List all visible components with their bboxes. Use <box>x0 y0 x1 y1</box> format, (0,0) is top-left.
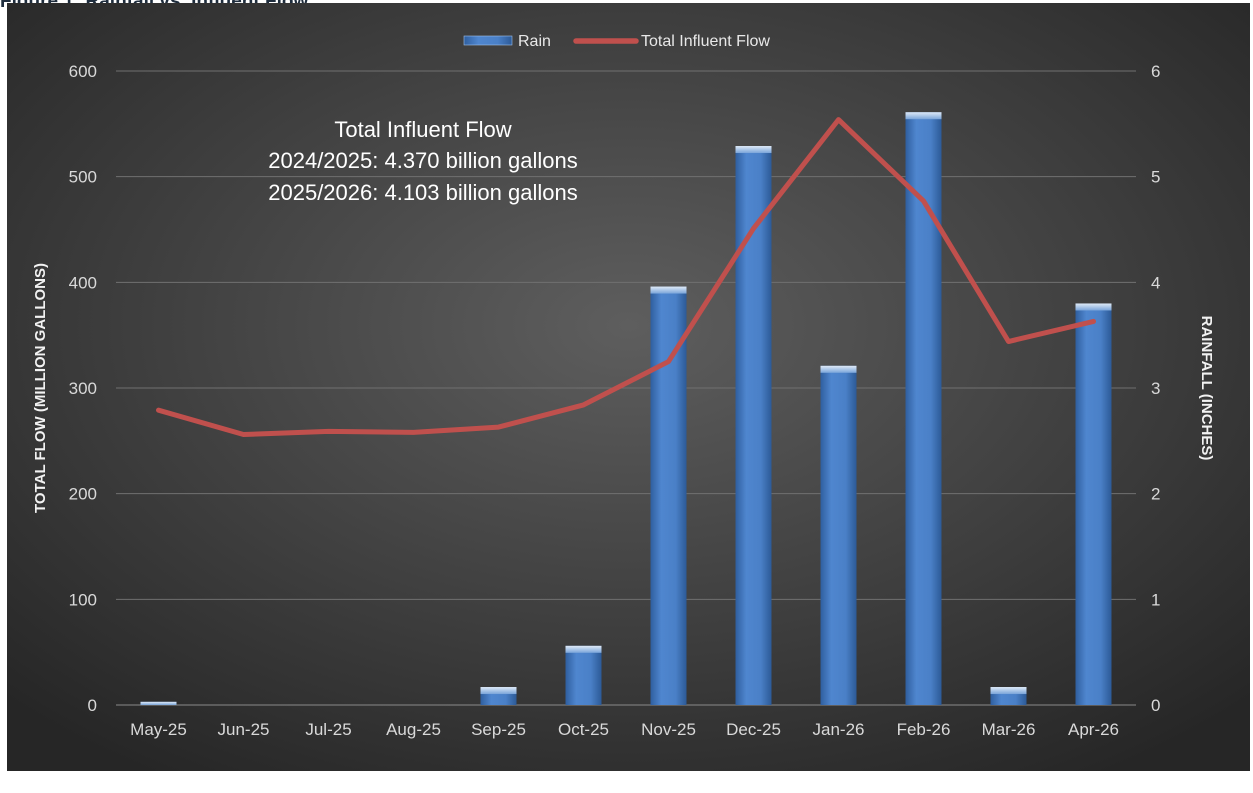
left-tick-300: 300 <box>69 379 97 398</box>
rain-bar-cap <box>140 701 177 705</box>
x-tick-mar-26: Mar-26 <box>982 720 1036 739</box>
chart-background <box>7 3 1250 771</box>
left-axis-ticks: 0 100 200 300 400 500 600 <box>69 62 97 715</box>
left-tick-400: 400 <box>69 273 97 292</box>
x-tick-nov-25: Nov-25 <box>641 720 696 739</box>
left-tick-500: 500 <box>69 168 97 187</box>
x-tick-feb-26: Feb-26 <box>897 720 951 739</box>
x-tick-jul-25: Jul-25 <box>305 720 351 739</box>
x-tick-apr-26: Apr-26 <box>1068 720 1119 739</box>
right-axis-title: RAINFALL (INCHES) <box>1198 316 1215 461</box>
rain-bar-dec-25 <box>735 146 772 706</box>
gridlines <box>116 70 1136 706</box>
x-tick-dec-25: Dec-25 <box>726 720 781 739</box>
rain-bar-body <box>565 645 602 705</box>
rain-bar-cap <box>820 365 857 373</box>
rain-bar-jan-26 <box>820 365 857 705</box>
annotation-line-2: 2024/2025: 4.370 billion gallons <box>268 148 577 173</box>
rain-bar-sep-25 <box>480 687 517 705</box>
rain-bar-cap <box>735 146 772 154</box>
rain-bar-nov-25 <box>650 286 687 705</box>
rain-bar-mar-26 <box>990 687 1027 705</box>
rain-bar-cap <box>1075 303 1112 311</box>
right-tick-4: 4 <box>1151 273 1160 292</box>
x-axis-ticks: May-25 Jun-25 Jul-25 Aug-25 Sep-25 Oct-25 Nov-… <box>130 720 1119 739</box>
rain-bar-body <box>1075 303 1112 705</box>
rain-bar-cap <box>905 112 942 120</box>
rain-bar-cap <box>990 687 1027 695</box>
left-tick-600: 600 <box>69 62 97 81</box>
rain-bar-body <box>650 286 687 705</box>
x-tick-aug-25: Aug-25 <box>386 720 441 739</box>
rain-bar-body <box>905 112 942 705</box>
rain-bar-body <box>820 365 857 705</box>
rain-bar-apr-26 <box>1075 303 1112 705</box>
left-tick-0: 0 <box>88 696 97 715</box>
rain-bar-may-25 <box>140 701 177 705</box>
right-tick-5: 5 <box>1151 168 1160 187</box>
legend: Rain Total Influent Flow <box>463 33 770 50</box>
left-tick-200: 200 <box>69 485 97 504</box>
combo-chart: 0 100 200 300 400 500 600 0 1 2 3 4 5 6 May-25 Jun-25… <box>7 3 1250 771</box>
x-tick-jun-25: Jun-25 <box>218 720 270 739</box>
annotation-box: Total Influent Flow 2024/2025: 4.370 bil… <box>268 117 577 205</box>
rain-bar-cap <box>650 286 687 294</box>
left-tick-100: 100 <box>69 590 97 609</box>
rain-bars <box>140 112 1112 706</box>
rain-bar-body <box>735 146 772 706</box>
right-tick-1: 1 <box>1151 590 1160 609</box>
rain-bar-feb-26 <box>905 112 942 705</box>
rain-bar-cap <box>565 645 602 653</box>
chart-panel: 0 100 200 300 400 500 600 0 1 2 3 4 5 6 May-25 Jun-25… <box>7 3 1250 771</box>
right-tick-2: 2 <box>1151 485 1160 504</box>
annotation-line-3: 2025/2026: 4.103 billion gallons <box>268 180 577 205</box>
x-tick-sep-25: Sep-25 <box>471 720 526 739</box>
rain-bar-oct-25 <box>565 645 602 705</box>
right-axis-ticks: 0 1 2 3 4 5 6 <box>1151 62 1160 715</box>
x-tick-jan-26: Jan-26 <box>813 720 865 739</box>
right-tick-6: 6 <box>1151 62 1160 81</box>
legend-flow-label: Total Influent Flow <box>641 33 770 50</box>
right-tick-3: 3 <box>1151 379 1160 398</box>
right-tick-0: 0 <box>1151 696 1160 715</box>
flow-line <box>156 117 1096 437</box>
left-axis-title: TOTAL FLOW (MILLION GALLONS) <box>32 263 49 513</box>
legend-rain-label: Rain <box>518 33 551 50</box>
x-tick-may-25: May-25 <box>130 720 187 739</box>
legend-rain-swatch <box>463 35 513 46</box>
flow-line-path <box>156 117 1096 437</box>
x-tick-oct-25: Oct-25 <box>558 720 609 739</box>
rain-bar-cap <box>480 687 517 695</box>
annotation-line-1: Total Influent Flow <box>334 117 511 142</box>
